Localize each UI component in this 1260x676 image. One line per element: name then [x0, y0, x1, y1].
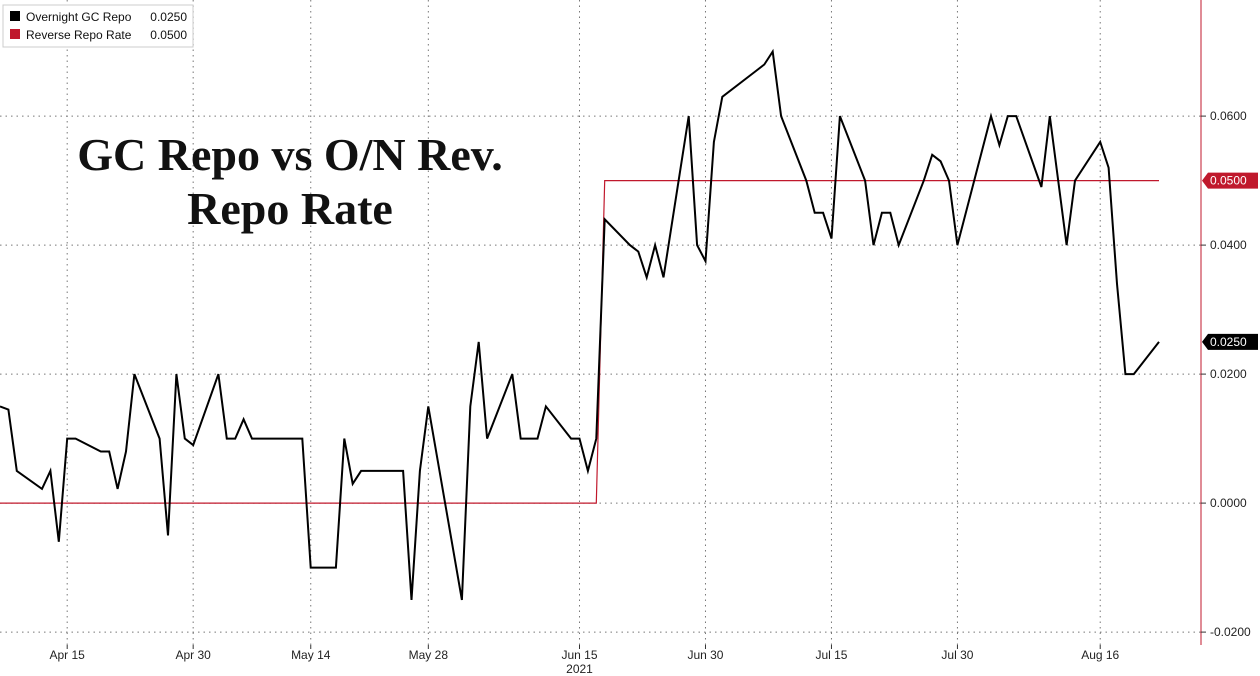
y-tick-label-0-0200: -0.0200: [1210, 625, 1251, 639]
last-value-label-reverse-repo-rate: 0.0500: [1210, 174, 1247, 188]
x-tick-label-may-14: May 14: [291, 648, 331, 662]
last-value-tags: 0.0250 0.0500: [1202, 172, 1258, 350]
chart-title-line-1: GC Repo vs O/N Rev.: [77, 129, 503, 180]
y-tick-label-0-0200: 0.0200: [1210, 367, 1247, 381]
y-axis-ticks: 0.0600 0.0400 0.0200 0.0000 -0.0200: [1201, 109, 1251, 639]
x-axis-ticks: Apr 15 Apr 30 May 14 May 28 Jun 15 Jun 30 Jul …: [50, 645, 1120, 676]
last-value-label-overnight-gc-repo: 0.0250: [1210, 335, 1247, 349]
legend-swatch-reverse-repo-rate: [10, 29, 20, 39]
legend-box: [2, 4, 194, 48]
last-value-tag-overnight-gc-repo: [1202, 333, 1258, 350]
legend-swatch-overnight-gc-repo: [10, 11, 20, 21]
x-tick-label-apr-30: Apr 30: [175, 648, 211, 662]
series-line-overnight-gc-repo: [0, 48, 1160, 601]
legend-label-reverse-repo-rate: Reverse Repo Rate: [26, 28, 132, 42]
series-layer: [0, 48, 1160, 601]
x-tick-label-jun-30: Jun 30: [687, 648, 723, 662]
x-tick-label-may-28: May 28: [409, 648, 449, 662]
x-tick-label-jun-15: Jun 15: [561, 648, 597, 662]
grid-lines: [0, 0, 1201, 645]
chart-title: GC Repo vs O/N Rev. Repo Rate: [77, 129, 503, 234]
last-value-tag-reverse-repo-rate: [1202, 172, 1258, 189]
legend-label-overnight-gc-repo: Overnight GC Repo: [26, 10, 132, 24]
y-tick-label-0-0400: 0.0400: [1210, 238, 1247, 252]
legend-value-reverse-repo-rate: 0.0500: [150, 28, 187, 42]
chart-title-line-2: Repo Rate: [187, 183, 393, 234]
legend-value-overnight-gc-repo: 0.0250: [150, 10, 187, 24]
x-tick-label-apr-15: Apr 15: [50, 648, 86, 662]
y-tick-label-0-0600: 0.0600: [1210, 109, 1247, 123]
legend: Overnight GC Repo 0.0250 Reverse Repo Ra…: [2, 4, 194, 48]
x-year-label: 2021: [566, 662, 593, 676]
x-tick-label-jul-15: Jul 15: [815, 648, 847, 662]
x-tick-label-jul-30: Jul 30: [941, 648, 973, 662]
x-tick-label-aug-16: Aug 16: [1081, 648, 1119, 662]
y-tick-label-0-0000: 0.0000: [1210, 496, 1247, 510]
